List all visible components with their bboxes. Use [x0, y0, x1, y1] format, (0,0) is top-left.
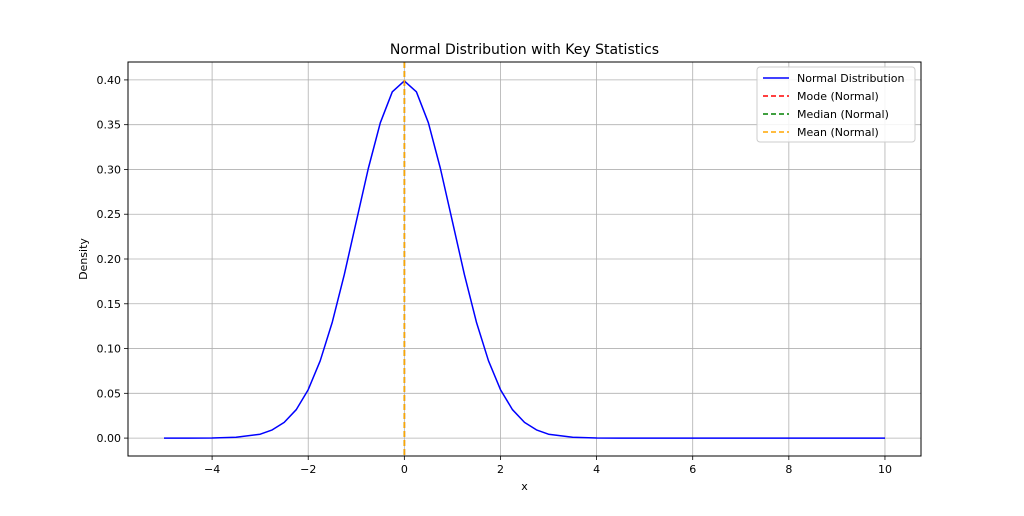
- x-tick-label: 8: [785, 463, 792, 476]
- y-tick-label: 0.20: [97, 253, 122, 266]
- x-axis-label: x: [521, 480, 528, 493]
- y-tick-label: 0.05: [97, 387, 122, 400]
- y-tick-label: 0.30: [97, 163, 122, 176]
- legend: Normal Distribution Mode (Normal) Median (…: [756, 66, 916, 143]
- y-tick-label: 0.10: [97, 343, 122, 356]
- legend-label-normal-distribution: Normal Distribution: [797, 72, 904, 85]
- legend-label-median-normal: Median (Normal): [797, 108, 889, 121]
- legend-label-mean-normal: Mean (Normal): [797, 126, 879, 139]
- ticks: −4 −2 0 2 4 6 8 10 0.00 0.05 0.10 0.15 0.20 0.25 0.30 0…: [97, 74, 892, 476]
- plot-area: [164, 62, 885, 456]
- normal-distribution-line: [164, 80, 885, 439]
- y-tick-label: 0.35: [97, 119, 122, 132]
- chart-title: Normal Distribution with Key Statistics: [390, 42, 659, 58]
- x-tick-label: 4: [593, 463, 600, 476]
- grid: [128, 62, 921, 456]
- x-tick-label: 0: [401, 463, 408, 476]
- x-tick-label: 10: [878, 463, 892, 476]
- y-tick-label: 0.25: [97, 208, 122, 221]
- y-tick-label: 0.40: [97, 74, 122, 87]
- y-tick-label: 0.15: [97, 298, 122, 311]
- legend-label-mode-normal: Mode (Normal): [797, 90, 879, 103]
- legend-box: [756, 66, 916, 143]
- y-tick-label: 0.00: [97, 432, 122, 445]
- x-tick-label: −4: [204, 463, 220, 476]
- y-axis-label: Density: [77, 238, 90, 280]
- x-tick-label: 2: [497, 463, 504, 476]
- x-tick-label: −2: [300, 463, 316, 476]
- x-tick-label: 6: [689, 463, 696, 476]
